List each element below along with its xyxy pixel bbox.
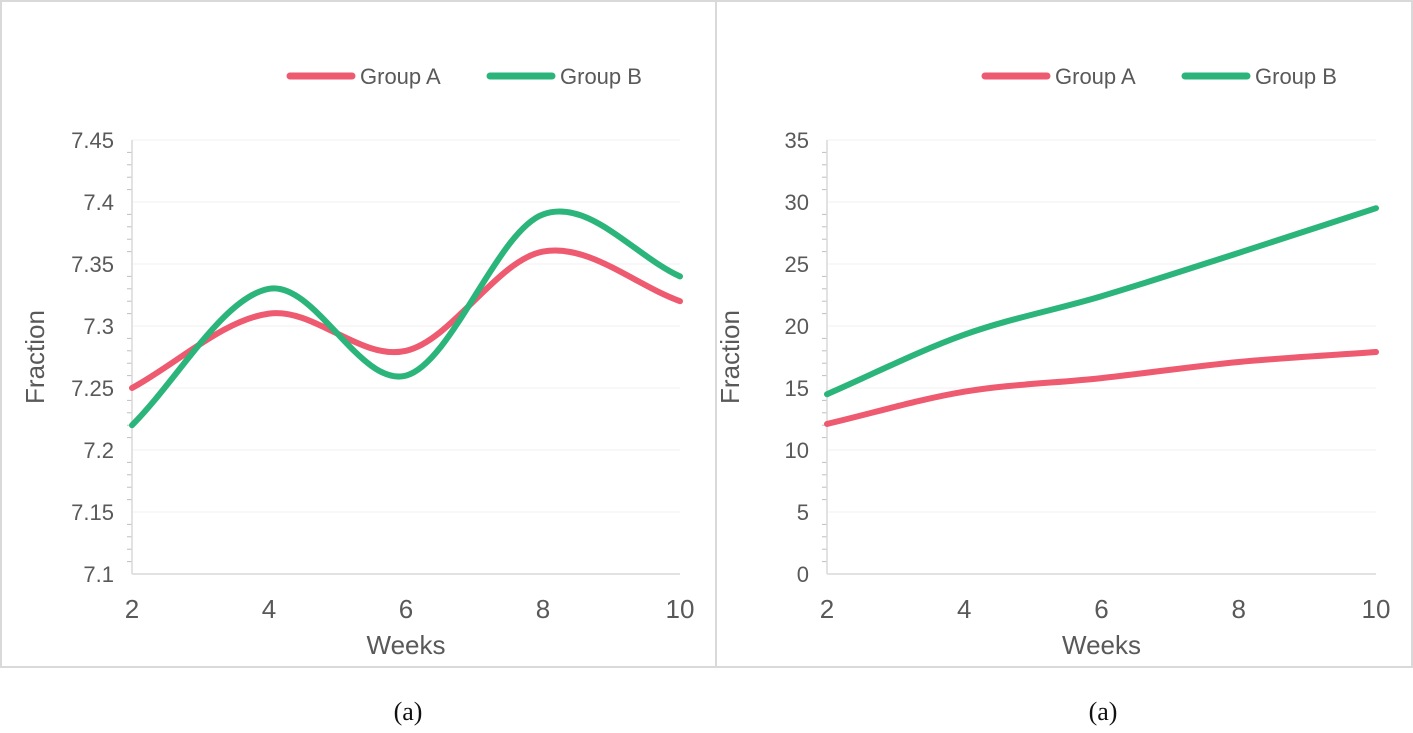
- x-tick-label: 4: [957, 594, 971, 624]
- legend-label: Group A: [1055, 64, 1136, 89]
- x-axis-label: Weeks: [1062, 630, 1141, 660]
- chart-right: 0 5 10 15 20 25 30 35 2 4 6 8 10 Weeks Fraction Group A…: [715, 64, 1391, 660]
- y-tick-label: 5: [797, 500, 809, 525]
- y-tick-label: 7.15: [71, 500, 114, 525]
- x-tick-label: 2: [125, 594, 139, 624]
- x-tick-label: 2: [820, 594, 834, 624]
- x-tick-label: 6: [399, 594, 413, 624]
- chart-panel-left: 7.1 7.15 7.2 7.25 7.3 7.35 7.4 7.45 2 4 6 8 10 Weeks F…: [0, 0, 717, 668]
- y-tick-label: 30: [785, 190, 809, 215]
- legend-label: Group A: [360, 64, 441, 89]
- chart-left: 7.1 7.15 7.2 7.25 7.3 7.35 7.4 7.45 2 4 6 8 10 Weeks F…: [20, 64, 695, 660]
- y-tick-label: 35: [785, 128, 809, 153]
- y-axis-label: Fraction: [20, 310, 50, 404]
- y-tick-label: 7.25: [71, 376, 114, 401]
- x-tick-label: 8: [536, 594, 550, 624]
- y-tick-label: 7.1: [83, 562, 114, 587]
- x-tick-label: 8: [1232, 594, 1246, 624]
- series-line-group-a: [129, 247, 683, 391]
- x-tick-label: 4: [262, 594, 276, 624]
- y-tick-label: 7.4: [83, 190, 114, 215]
- x-tick-label: 10: [1362, 594, 1391, 624]
- series-line-group-b: [824, 205, 1379, 398]
- y-tick-label: 0: [797, 562, 809, 587]
- y-tick-label: 7.2: [83, 438, 114, 463]
- chart-panel-right: 0 5 10 15 20 25 30 35 2 4 6 8 10 Weeks Fraction Group A…: [715, 0, 1413, 668]
- legend-label: Group B: [1255, 64, 1337, 89]
- y-tick-label: 7.45: [71, 128, 114, 153]
- y-tick-label: 10: [785, 438, 809, 463]
- y-tick-label: 20: [785, 314, 809, 339]
- caption-right: (a): [1088, 697, 1118, 726]
- series-line-group-a: [824, 349, 1379, 427]
- series-line-group-b: [129, 208, 683, 429]
- caption-left: (a): [393, 697, 423, 726]
- x-tick-label: 6: [1094, 594, 1108, 624]
- y-tick-label: 15: [785, 376, 809, 401]
- x-axis-label: Weeks: [367, 630, 446, 660]
- y-tick-label: 7.35: [71, 252, 114, 277]
- legend-label: Group B: [560, 64, 642, 89]
- y-axis-label: Fraction: [717, 310, 745, 404]
- x-tick-label: 10: [666, 594, 695, 624]
- y-tick-label: 25: [785, 252, 809, 277]
- y-tick-label: 7.3: [83, 314, 114, 339]
